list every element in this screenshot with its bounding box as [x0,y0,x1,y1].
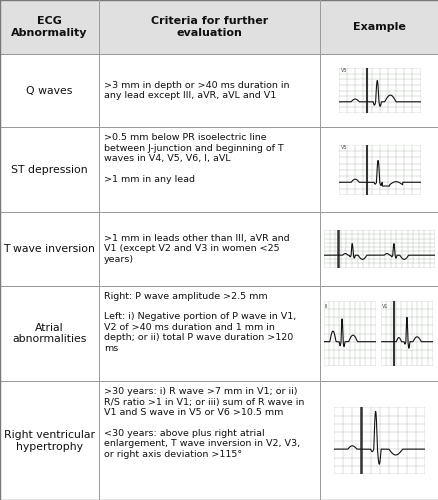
Text: Example: Example [353,22,405,32]
Polygon shape [0,54,438,128]
Text: ECG
Abnormality: ECG Abnormality [11,16,88,38]
Text: T wave inversion: T wave inversion [4,244,95,254]
Text: >0.5 mm below PR isoelectric line
between J-junction and beginning of T
waves in: >0.5 mm below PR isoelectric line betwee… [104,134,283,184]
Polygon shape [0,212,438,286]
Text: Atrial
abnormalities: Atrial abnormalities [12,323,86,344]
Polygon shape [0,382,438,500]
Text: Right ventricular
hypertrophy: Right ventricular hypertrophy [4,430,95,452]
Polygon shape [0,0,438,54]
Text: Criteria for further
evaluation: Criteria for further evaluation [151,16,268,38]
Text: >30 years: i) R wave >7 mm in V1; or ii)
R/S ratio >1 in V1; or iii) sum of R wa: >30 years: i) R wave >7 mm in V1; or ii)… [104,388,304,459]
Text: >3 mm in depth or >40 ms duration in
any lead except III, aVR, aVL and V1: >3 mm in depth or >40 ms duration in any… [104,81,289,100]
Text: Right: P wave amplitude >2.5 mm

Left: i) Negative portion of P wave in V1,
V2 o: Right: P wave amplitude >2.5 mm Left: i)… [104,292,296,352]
Text: Q waves: Q waves [26,86,72,96]
Text: >1 mm in leads other than III, aVR and
V1 (except V2 and V3 in women <25
years): >1 mm in leads other than III, aVR and V… [104,234,289,264]
Text: ST depression: ST depression [11,165,88,175]
Polygon shape [0,128,438,212]
Polygon shape [0,286,438,382]
